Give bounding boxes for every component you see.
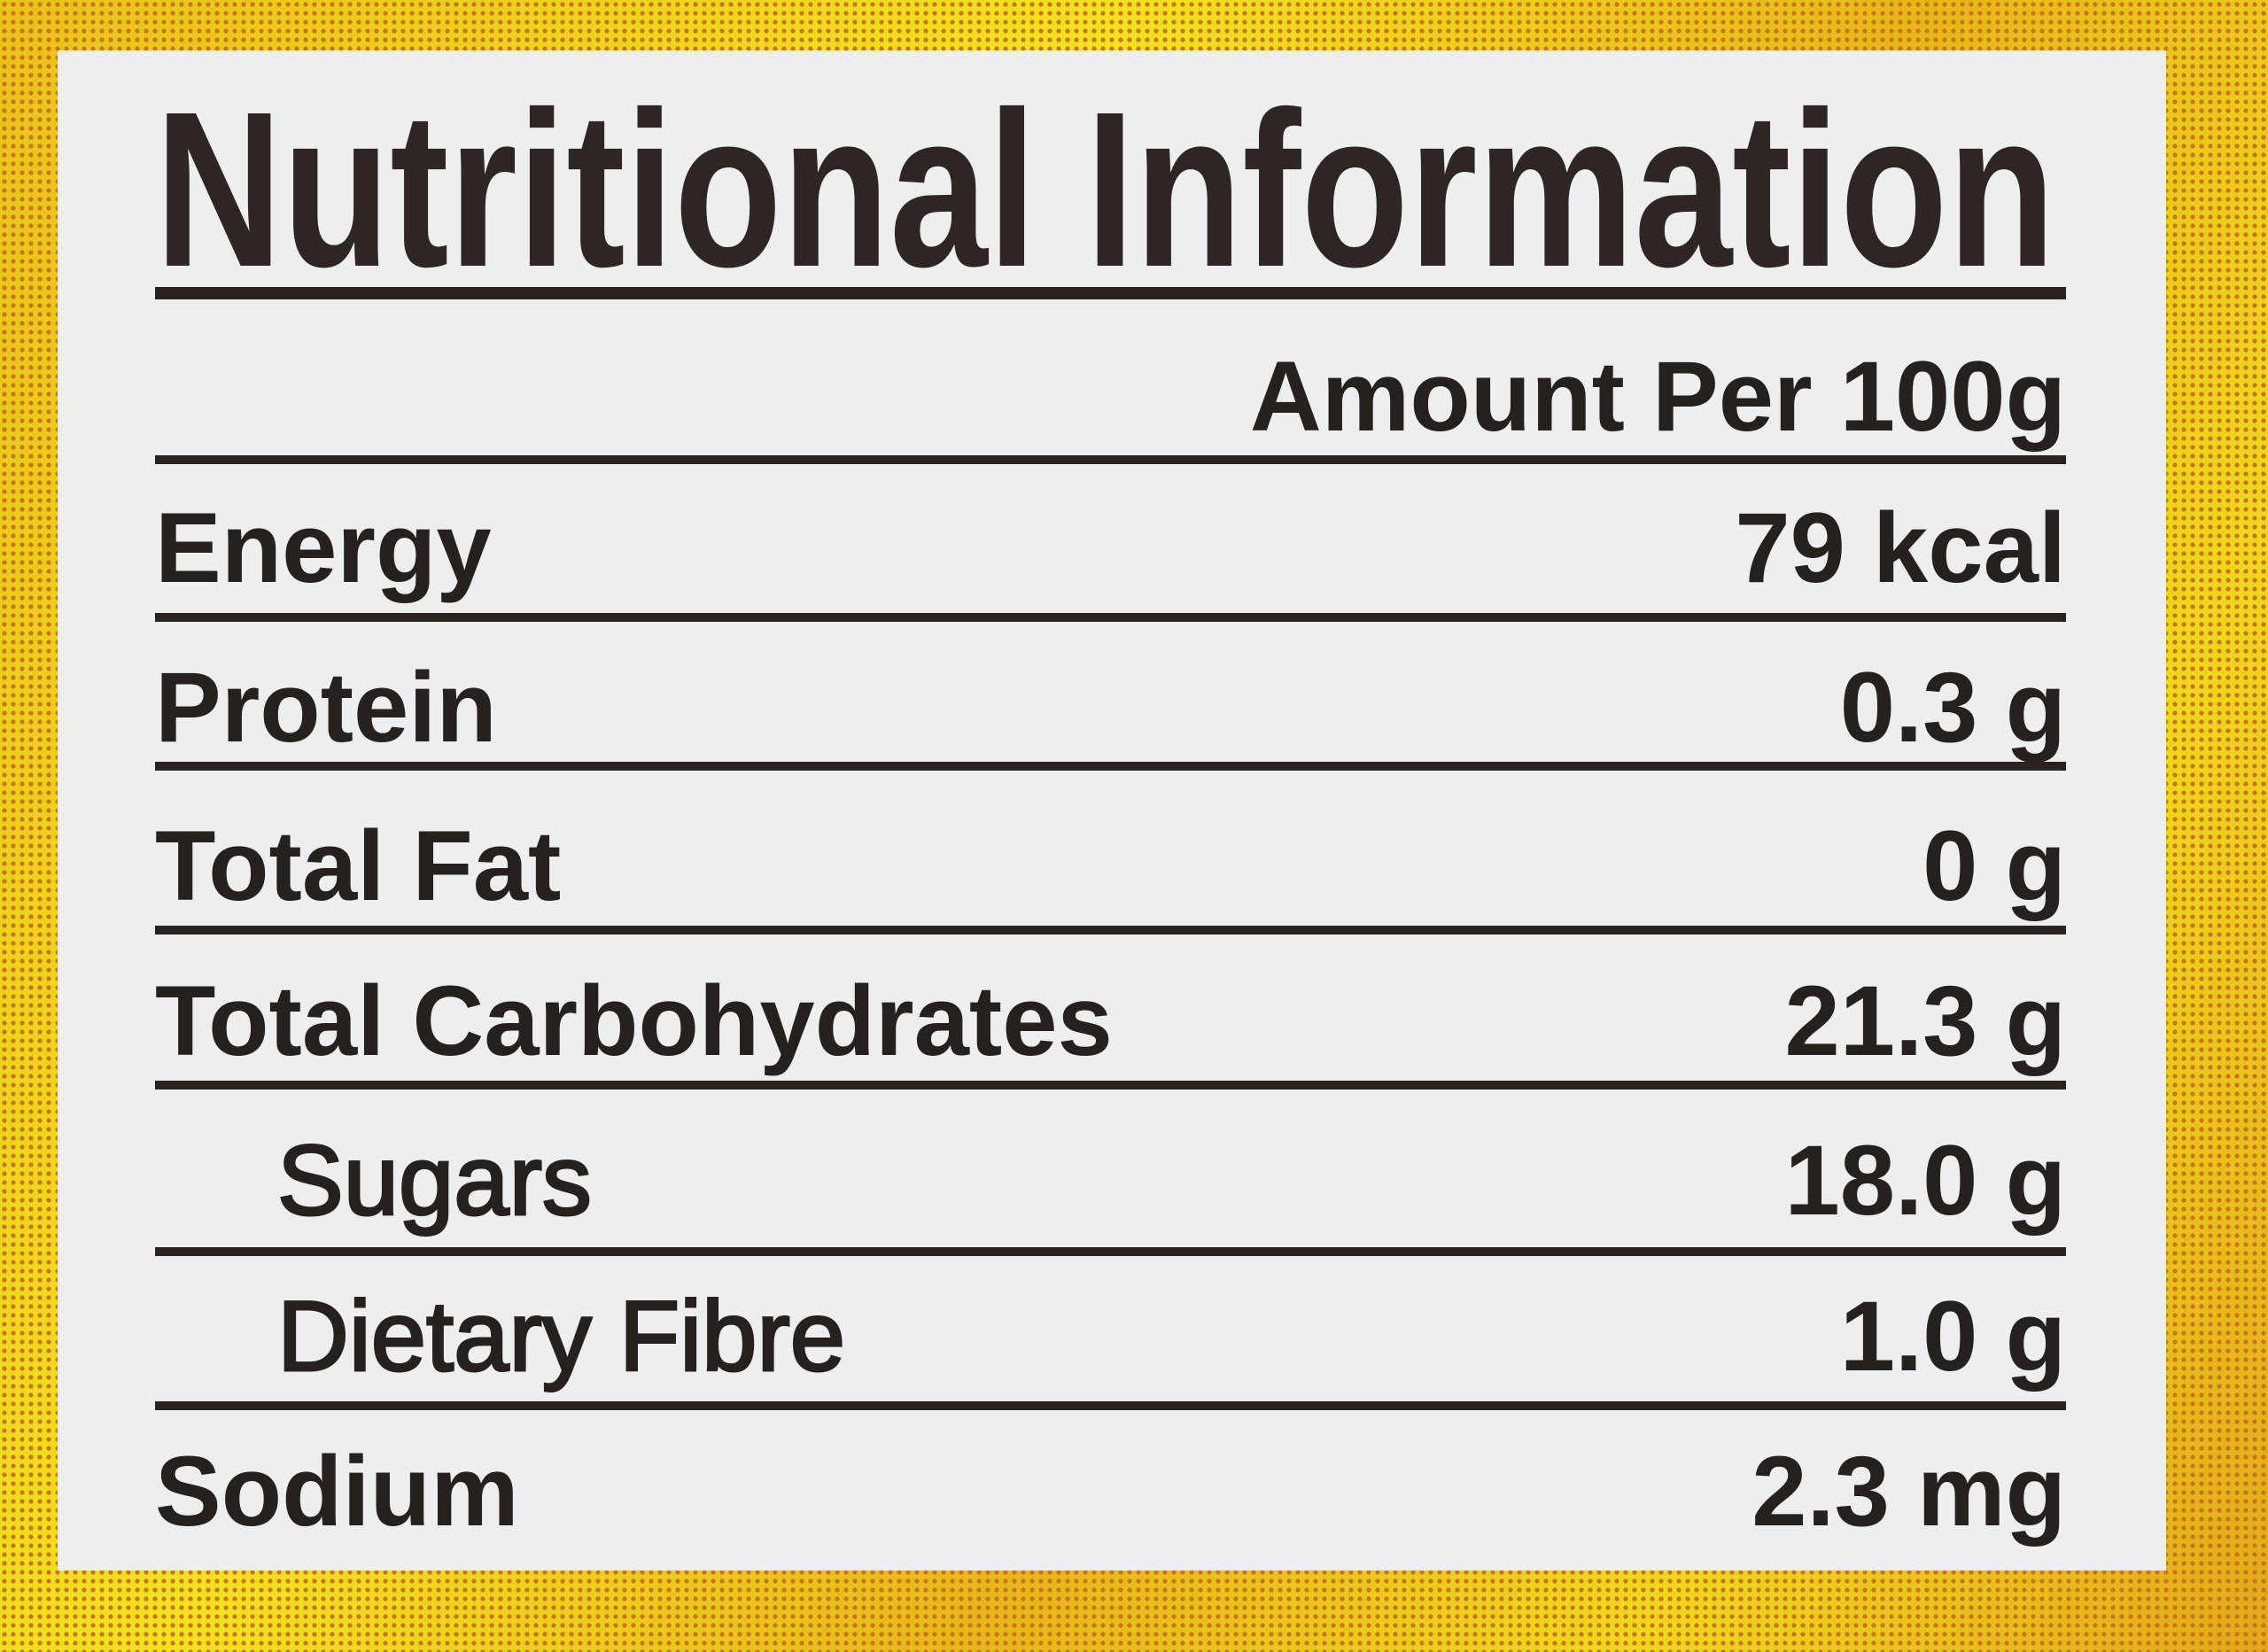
row-label-sugars: Sugars: [276, 1125, 594, 1236]
row-label-sodium: Sodium: [155, 1436, 519, 1547]
row-divider: [155, 613, 2066, 622]
row-value-sodium: 2.3 mg: [1751, 1436, 2066, 1547]
row-label-protein: Protein: [155, 652, 497, 763]
title-divider: [155, 287, 2066, 299]
row-divider: [155, 1401, 2066, 1410]
nutrition-label-panel: [58, 50, 2166, 1571]
row-value-protein: 0.3 g: [1839, 652, 2066, 763]
row-value-sugars: 18.0 g: [1784, 1125, 2066, 1236]
row-value-dietary-fibre: 1.0 g: [1839, 1281, 2066, 1392]
row-label-energy: Energy: [155, 492, 492, 603]
row-divider: [155, 1081, 2066, 1090]
label-title: Nutritional Information: [155, 89, 2055, 283]
row-divider: [155, 762, 2066, 771]
row-divider: [155, 455, 2066, 464]
row-value-total-fat: 0 g: [1922, 810, 2066, 921]
row-label-total-fat: Total Fat: [155, 810, 562, 921]
row-value-total-carbohydrates: 21.3 g: [1784, 966, 2066, 1076]
row-label-dietary-fibre: Dietary Fibre: [276, 1281, 846, 1392]
title-text: Nutritional Information: [155, 89, 2055, 283]
serving-header: Amount Per 100g: [1249, 341, 2066, 452]
row-divider: [155, 926, 2066, 935]
row-label-total-carbohydrates: Total Carbohydrates: [155, 966, 1113, 1076]
row-value-energy: 79 kcal: [1735, 492, 2066, 603]
row-divider: [155, 1247, 2066, 1256]
